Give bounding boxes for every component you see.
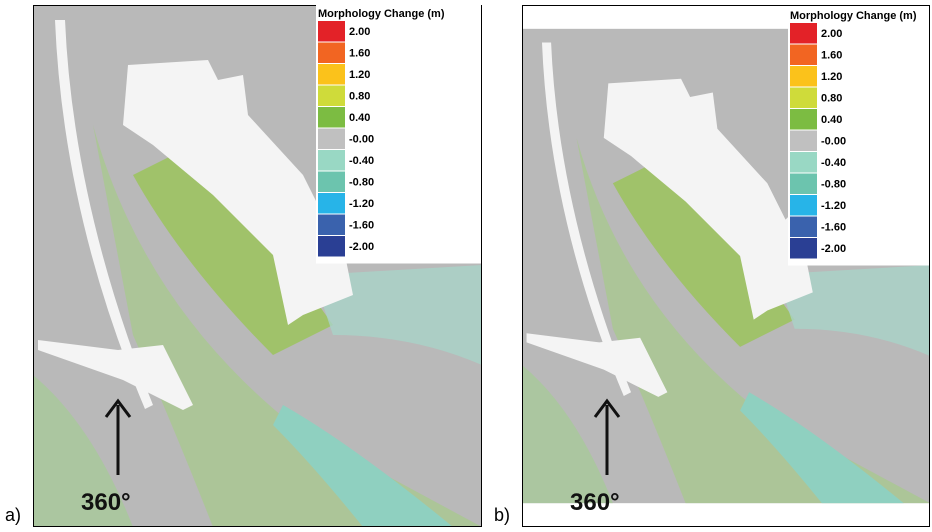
legend-label: 0.40 — [821, 114, 842, 126]
legend-label: 0.80 — [821, 93, 842, 105]
legend-swatch — [790, 217, 817, 238]
legend-label: -0.00 — [821, 136, 846, 148]
legend-swatch — [318, 107, 345, 128]
legend-swatch — [318, 236, 345, 257]
direction-label: 360° — [570, 489, 620, 516]
legend-label: 2.00 — [821, 28, 842, 40]
legend-swatch — [790, 66, 817, 87]
legend-swatch — [318, 43, 345, 64]
legend-swatch — [318, 193, 345, 214]
legend-label: 2.00 — [349, 26, 370, 38]
legend-label: -2.00 — [821, 243, 846, 255]
legend-swatch — [318, 150, 345, 171]
legend-label: -1.60 — [821, 222, 846, 234]
legend-label: -1.20 — [821, 200, 846, 212]
legend-label: -2.00 — [349, 241, 374, 253]
legend-label: -0.00 — [349, 134, 374, 146]
legend-title: Morphology Change (m) — [318, 8, 445, 20]
map-panel: 360° Morphology Change (m) 2.00 1.60 1.20 0.8… — [522, 5, 930, 527]
legend-swatch — [318, 86, 345, 107]
map-panel: 360° Morphology Change (m) 2.00 1.60 1.20 0.8… — [33, 5, 482, 527]
legend-label: 1.20 — [821, 71, 842, 83]
legend-label: 1.20 — [349, 69, 370, 81]
legend-label: -0.80 — [821, 179, 846, 191]
panel-label: a) — [5, 505, 21, 526]
legend-swatch — [318, 64, 345, 85]
legend-swatch — [318, 215, 345, 236]
legend-label: 1.60 — [349, 48, 370, 60]
legend-swatch — [790, 45, 817, 66]
legend-label: -1.20 — [349, 198, 374, 210]
legend-label: 0.40 — [349, 112, 370, 124]
legend-swatch — [790, 195, 817, 216]
legend-label: -0.40 — [821, 157, 846, 169]
legend-title: Morphology Change (m) — [790, 10, 917, 22]
legend-label: 1.60 — [821, 50, 842, 62]
legend-swatch — [790, 131, 817, 152]
legend-label: -0.40 — [349, 155, 374, 167]
legend-swatch — [318, 129, 345, 150]
figure: a) 360° Morphology Change (m) 2.00 1.60 1.20 0… — [0, 0, 932, 532]
legend-swatch — [790, 88, 817, 109]
legend-swatch — [790, 152, 817, 173]
direction-label: 360° — [81, 489, 131, 516]
panel-label: b) — [494, 505, 510, 526]
legend-label: -0.80 — [349, 177, 374, 189]
legend-swatch — [790, 109, 817, 130]
legend-swatch — [318, 21, 345, 42]
legend-swatch — [790, 174, 817, 195]
legend-label: 0.80 — [349, 91, 370, 103]
legend-swatch — [790, 23, 817, 44]
legend-swatch — [790, 238, 817, 259]
legend-swatch — [318, 172, 345, 193]
legend-label: -1.60 — [349, 220, 374, 232]
